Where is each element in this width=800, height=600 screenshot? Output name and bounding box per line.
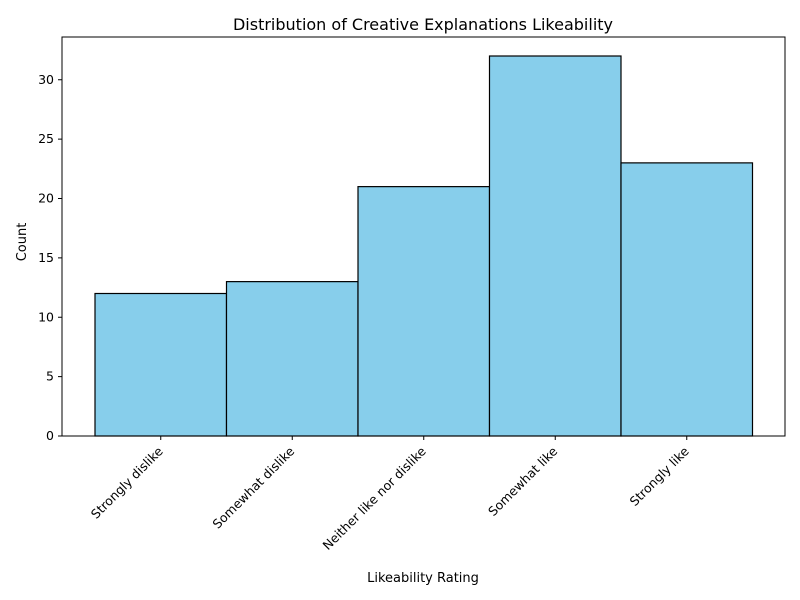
x-axis-label: Likeability Rating: [367, 571, 479, 586]
x-tick-label: Strongly like: [626, 443, 692, 509]
x-tick-label: Somewhat like: [485, 443, 561, 519]
y-tick-label: 30: [38, 72, 54, 87]
y-tick-label: 25: [38, 131, 54, 146]
x-tick-label: Strongly dislike: [88, 443, 166, 521]
bar-strongly-like: [620, 162, 754, 437]
bar-neither-like-nor-dislike: [357, 186, 491, 437]
y-tick-label: 10: [38, 309, 54, 324]
bar-somewhat-dislike: [225, 281, 359, 437]
bar-strongly-dislike: [94, 292, 228, 437]
bar-somewhat-like: [488, 55, 622, 437]
y-tick-label: 20: [38, 191, 54, 206]
plot-area: [61, 36, 786, 437]
chart-title: Distribution of Creative Explanations Li…: [233, 15, 613, 34]
x-tick-label: Neither like nor dislike: [320, 443, 430, 553]
y-axis: 0 5 10 15 20 25 30: [38, 72, 62, 443]
x-tick-label: Somewhat dislike: [209, 443, 297, 531]
y-axis-label: Count: [15, 223, 30, 262]
y-tick-label: 0: [46, 428, 54, 443]
y-tick-label: 15: [38, 250, 54, 265]
x-axis: Strongly dislike Somewhat dislike Neither …: [88, 436, 692, 553]
y-tick-label: 5: [46, 369, 54, 384]
